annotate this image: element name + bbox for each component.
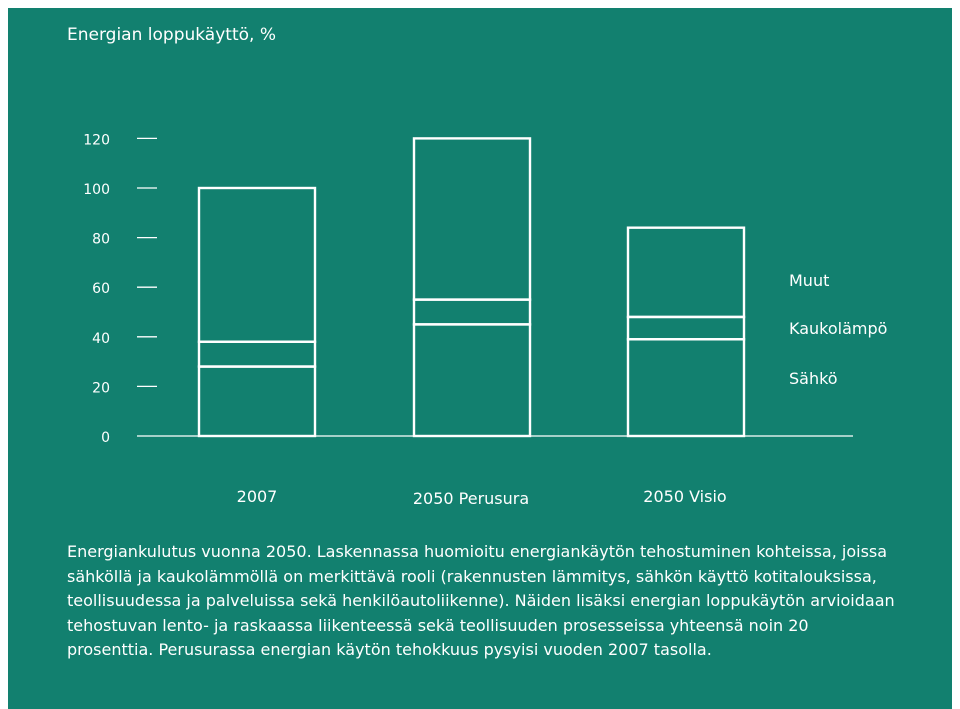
chart-caption: Energiankulutus vuonna 2050. Laskennassa… <box>67 542 895 659</box>
bar-segment <box>412 137 532 301</box>
x-category-label: 2050 Perusura <box>413 489 529 508</box>
stacked-bar-chart: Energian loppukäyttö, % 020406080100120 … <box>67 25 887 508</box>
y-tick-label: 60 <box>92 281 110 297</box>
x-axis-labels: 2007 2050 Perusura 2050 Visio <box>237 487 727 508</box>
legend-entry: Muut <box>789 271 829 290</box>
y-tick-label: 20 <box>92 380 110 396</box>
y-tick-label: 0 <box>101 430 110 446</box>
bar-segment <box>626 315 746 341</box>
chart-title: Energian loppukäyttö, % <box>67 25 276 45</box>
chart-panel: Energian loppukäyttö, % 0 20 40 60 80 100 120 … <box>8 8 952 709</box>
bar-segment <box>626 226 746 319</box>
bar-segment <box>197 186 317 343</box>
legend-entry: Sähkö <box>789 369 838 388</box>
x-category-label: 2050 Visio <box>643 487 726 506</box>
legend: Muut Kaukolämpö Sähkö <box>789 271 887 388</box>
bar-segment <box>412 323 532 438</box>
legend-entry: Kaukolämpö <box>789 319 887 338</box>
y-tick-label: 40 <box>92 331 110 347</box>
bar-segment <box>626 338 746 438</box>
bar-segment <box>197 340 317 368</box>
bars <box>197 137 746 438</box>
y-axis: 0 20 40 60 80 100 120 <box>83 132 157 446</box>
bar-segment <box>197 365 317 438</box>
y-tick-label: 120 <box>83 132 110 148</box>
bar-segment <box>412 298 532 326</box>
x-category-label: 2007 <box>237 487 278 506</box>
y-tick-label: 100 <box>83 182 110 198</box>
y-tick-label: 80 <box>92 232 110 248</box>
